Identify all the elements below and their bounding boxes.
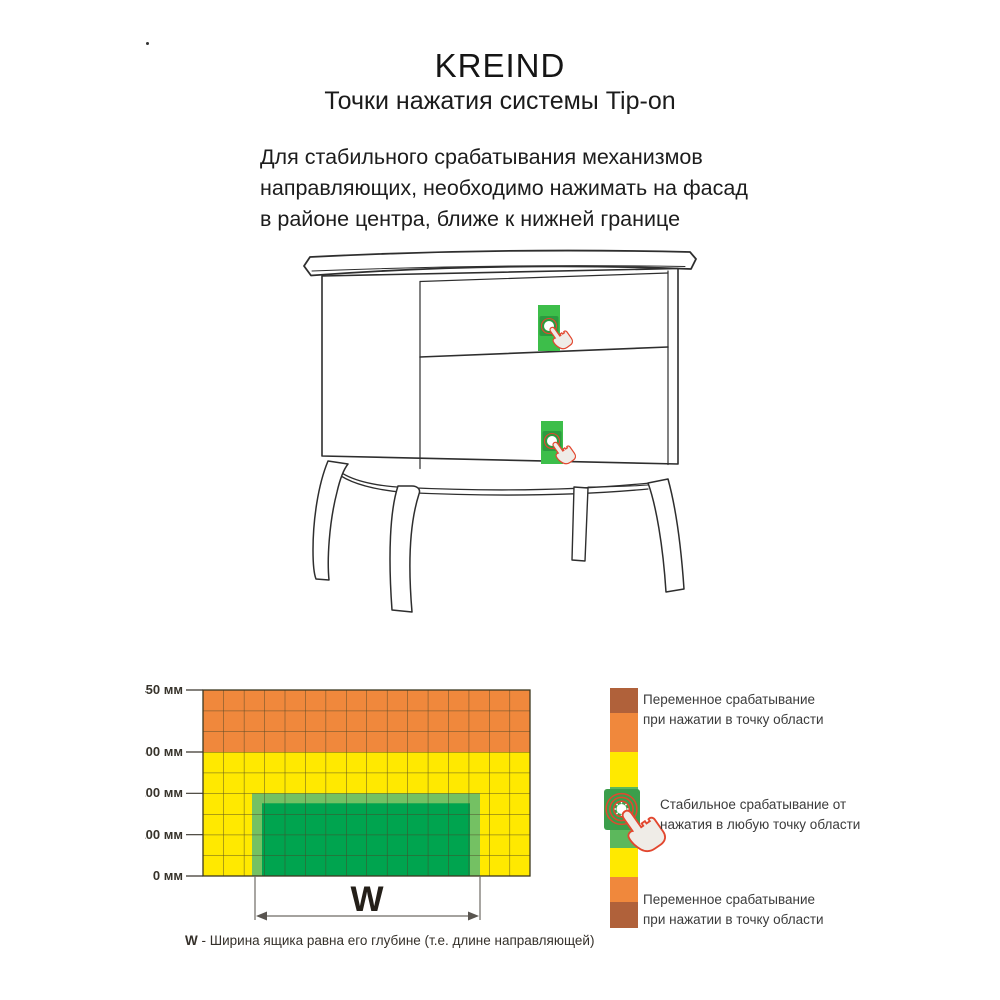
cabinet-body [321, 267, 679, 465]
top-panel [303, 249, 697, 277]
arrowhead-left [256, 911, 267, 921]
intro-line-2: направляющих, необходимо нажимать на фас… [260, 176, 748, 200]
axis-ticks [186, 689, 203, 877]
legend-label-bottom-line1: Переменное срабатывание [643, 892, 816, 907]
tick-300: 300 мм [145, 744, 183, 759]
width-note-bold: W [185, 933, 198, 948]
grid-lines [203, 690, 530, 876]
leg-front-left [389, 485, 421, 613]
drawer-divider [419, 346, 669, 358]
leg-back-left [312, 460, 349, 581]
legend-swatch-yellow-bottom [610, 848, 638, 877]
intro-line-1: Для стабильного срабатывания механизмов [260, 145, 703, 169]
grid-border [202, 689, 531, 877]
legend-label-top: Переменное срабатывание при нажатии в то… [643, 690, 824, 730]
pressure-zone-chart: 450 мм 300 мм 200 мм 100 мм 0 мм W [145, 682, 531, 921]
legend-label-middle-line2: нажатия в любую точку области [660, 817, 861, 832]
press-marker-top [538, 305, 575, 353]
legend-label-bottom-line2: при нажатии в точку области [643, 912, 824, 927]
nightstand-drawing [303, 249, 697, 613]
page-title: KREIND [434, 47, 566, 84]
intro-line-3: в районе центра, ближе к нижней границе [260, 207, 681, 231]
tick-0: 0 мм [153, 868, 183, 883]
legend-label-top-line2: при нажатии в точку области [643, 712, 824, 727]
tick-200: 200 мм [145, 785, 183, 800]
legend-label-top-line1: Переменное срабатывание [643, 692, 816, 707]
legend-label-middle: Стабильное срабатывание от нажатия в люб… [660, 795, 860, 835]
width-symbol: W [350, 880, 383, 919]
legend-label-bottom: Переменное срабатывание при нажатии в то… [643, 890, 824, 930]
legend-swatch-brown-top [610, 688, 638, 713]
target-rings [605, 792, 638, 826]
tick-100: 100 мм [145, 827, 183, 842]
tick-450: 450 мм [145, 682, 183, 697]
legend-swatch-brown-bottom [610, 902, 638, 928]
page-subtitle: Точки нажатия системы Tip-on [324, 87, 676, 115]
intro-paragraph: Для стабильного срабатывания механизмов … [260, 142, 748, 235]
width-note: W - Ширина ящика равна его глубине (т.е.… [185, 933, 594, 948]
dimension-lines [254, 876, 481, 920]
legend-swatch-yellow-top [610, 752, 638, 787]
stray-dot [146, 42, 149, 45]
legend-swatch-orange-top [610, 713, 638, 752]
legend-label-middle-line1: Стабильное срабатывание от [660, 797, 847, 812]
leg-back-right [571, 486, 589, 562]
width-note-text: - Ширина ящика равна его глубине (т.е. д… [197, 933, 595, 948]
legend-press-icon [604, 789, 670, 859]
legend-swatch-orange-bottom [610, 877, 638, 902]
arrowhead-right [468, 911, 479, 921]
leg-front-right [647, 478, 685, 593]
press-marker-bottom [541, 421, 578, 468]
drawer-top-edge [419, 272, 669, 283]
